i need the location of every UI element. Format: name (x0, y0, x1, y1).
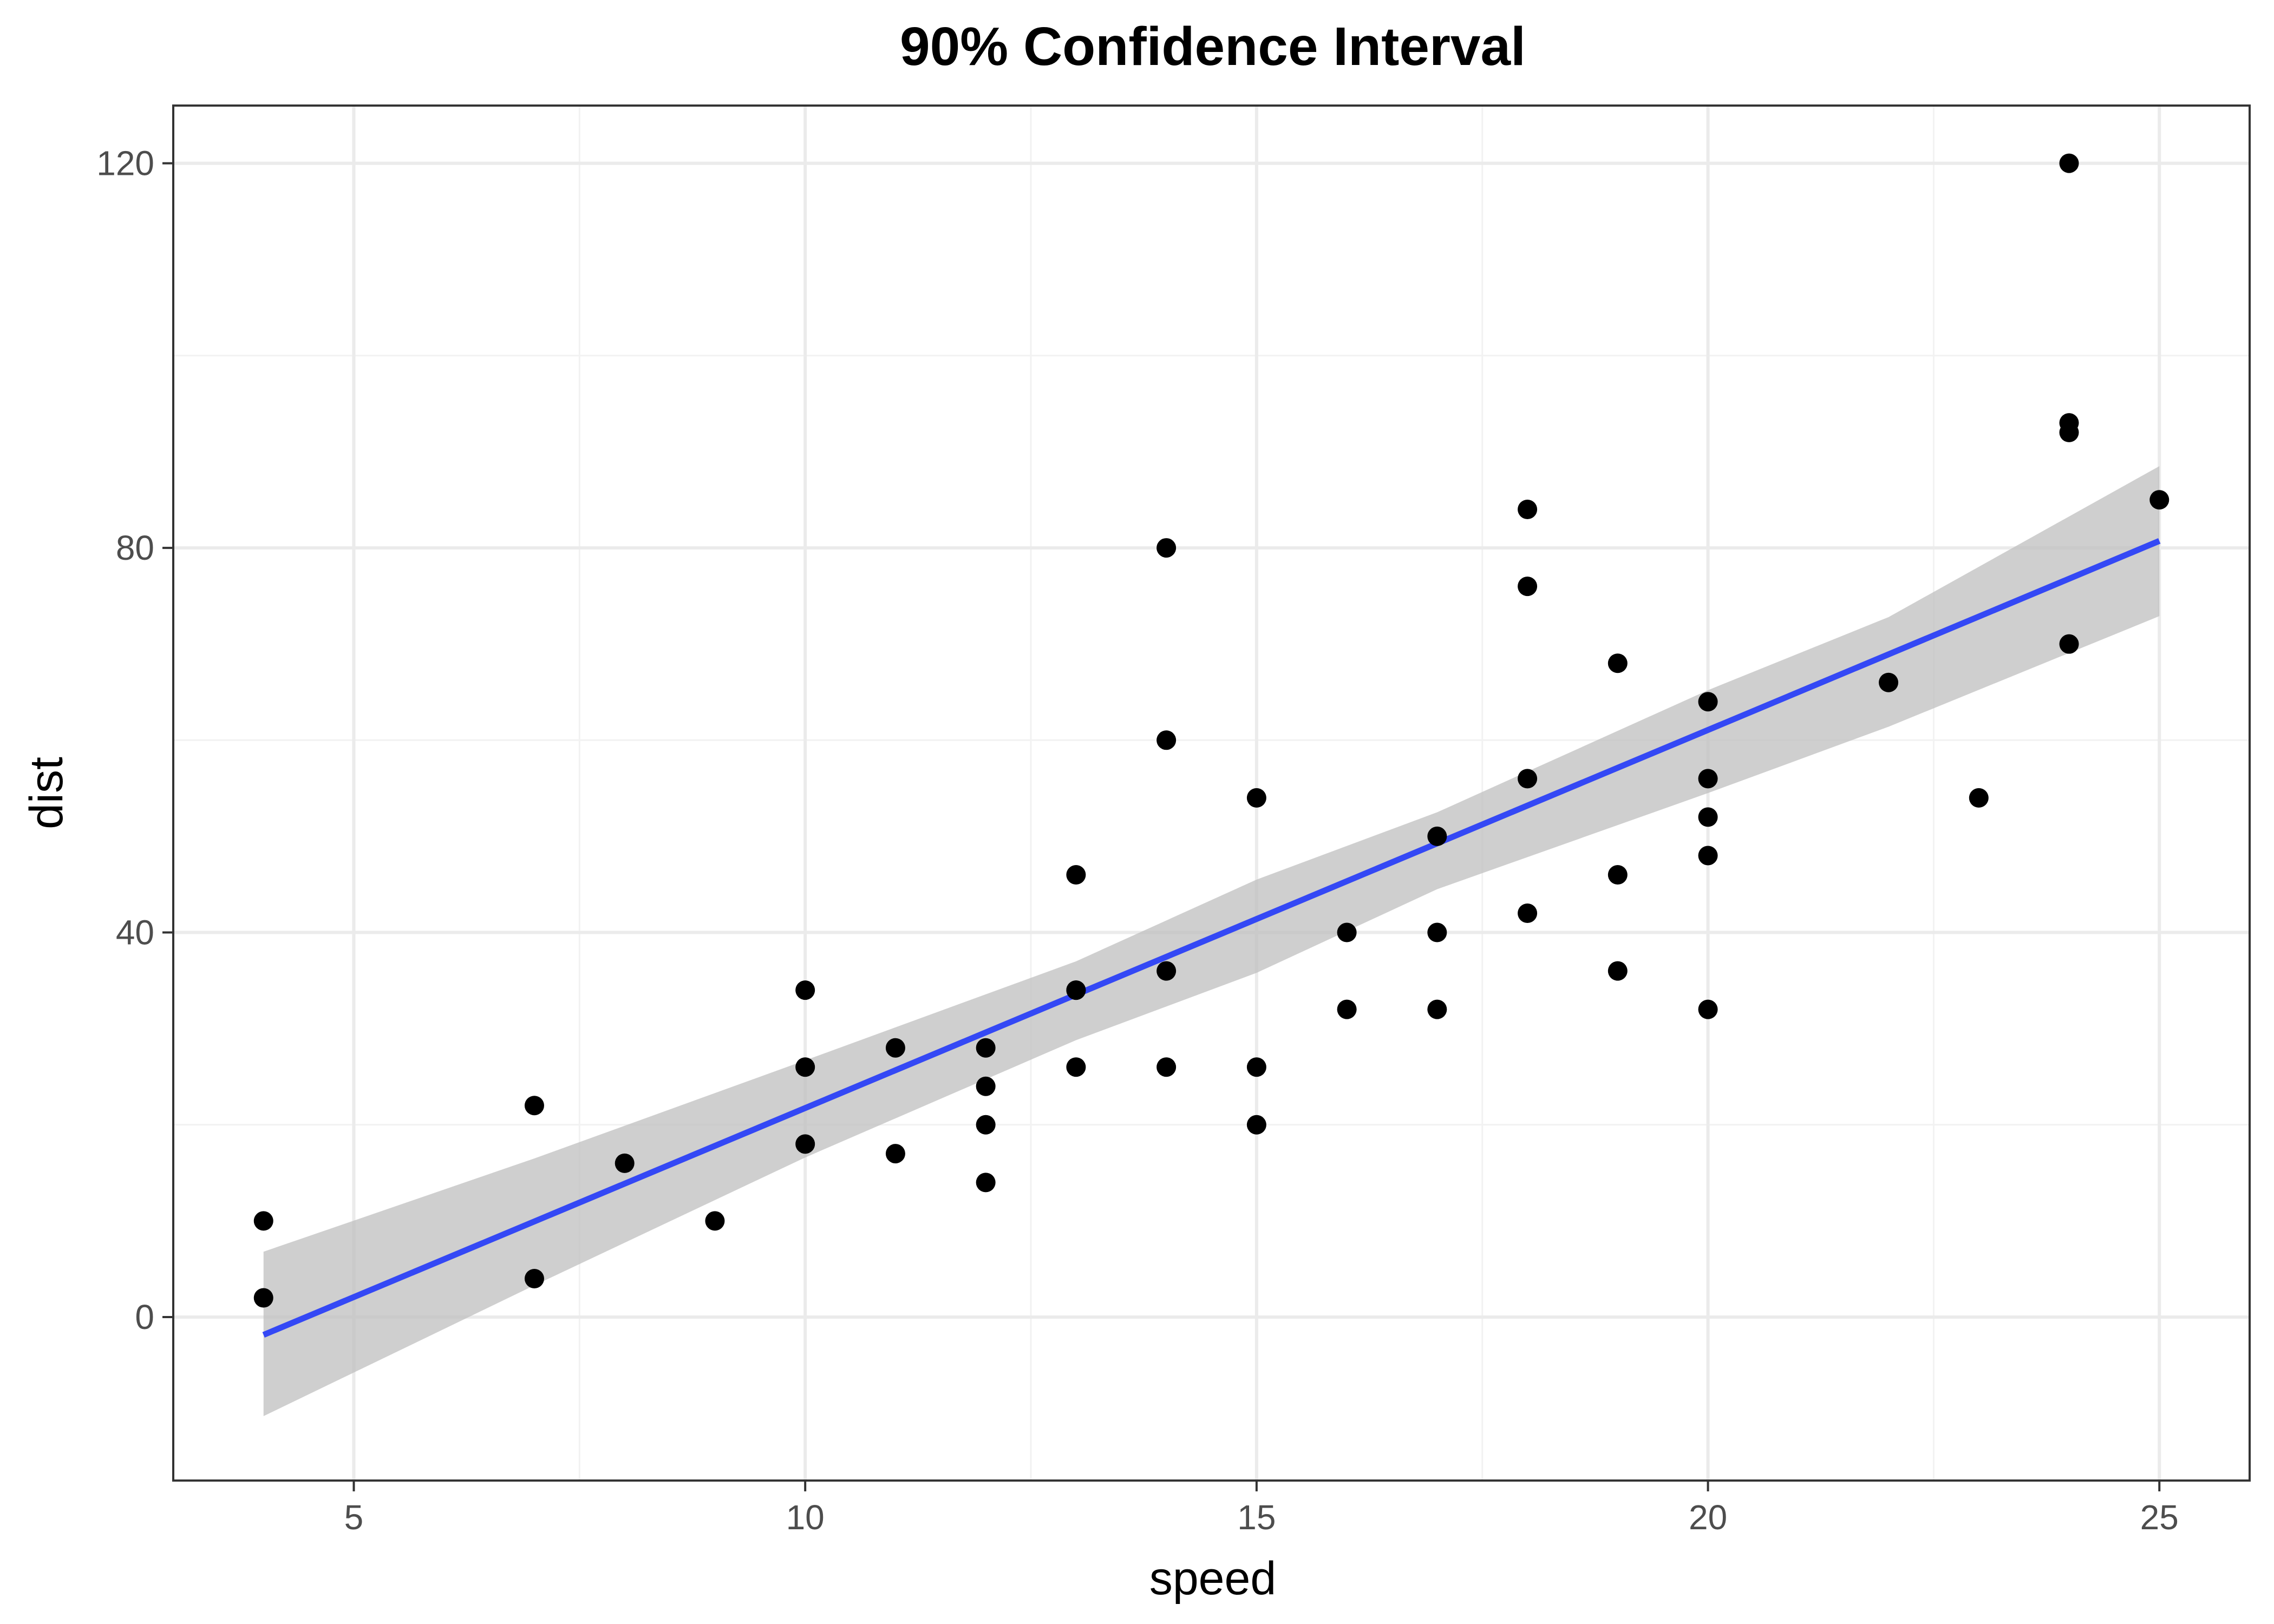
data-point (976, 1173, 996, 1193)
data-point (2059, 413, 2079, 433)
fit-line-group (262, 538, 2161, 1338)
y-axis-title: dist (21, 757, 73, 829)
data-point (1427, 826, 1447, 846)
data-point (1698, 999, 1718, 1019)
data-point (253, 1211, 273, 1231)
x-tick-label: 15 (1237, 1498, 1276, 1537)
data-point (795, 1134, 815, 1154)
data-point (1066, 1057, 1086, 1077)
x-tick-label: 25 (2140, 1498, 2179, 1537)
data-point (1246, 788, 1266, 808)
data-point (1518, 577, 1538, 597)
data-point (524, 1268, 544, 1288)
y-tick-label: 80 (116, 528, 154, 567)
fit-line (262, 538, 2161, 1338)
data-point (1698, 769, 1718, 789)
data-point (795, 980, 815, 1000)
points-group (253, 153, 2170, 1308)
panel-border (172, 104, 2251, 1482)
data-point (1066, 865, 1086, 885)
data-point (253, 1288, 273, 1308)
data-point (2059, 634, 2079, 654)
data-point (1156, 538, 1177, 558)
axis-ticks: 5 10 15 20 25 0 40 80 120 (96, 144, 2179, 1537)
data-point (885, 1038, 905, 1058)
data-point (1337, 999, 1357, 1019)
data-point (1698, 692, 1718, 712)
data-point (1879, 672, 1899, 692)
data-point (1427, 999, 1447, 1019)
data-point (1698, 807, 1718, 827)
data-point (976, 1076, 996, 1096)
data-point (976, 1115, 996, 1135)
data-point (1337, 922, 1357, 942)
data-point (1608, 653, 1628, 673)
chart-title: 90% Confidence Interval (900, 16, 1526, 77)
data-point (1156, 1057, 1177, 1077)
data-point (1969, 788, 1989, 808)
data-point (795, 1057, 815, 1077)
data-point (1246, 1057, 1266, 1077)
data-point (1156, 730, 1177, 750)
data-point (1698, 846, 1718, 866)
x-tick-label: 10 (786, 1498, 825, 1537)
data-point (524, 1096, 544, 1116)
data-point (2059, 153, 2079, 173)
data-point (615, 1153, 635, 1173)
x-tick-label: 20 (1689, 1498, 1727, 1537)
y-tick-label: 40 (116, 913, 154, 952)
data-point (2149, 490, 2170, 510)
data-point (1066, 980, 1086, 1000)
data-point (1427, 922, 1447, 942)
x-axis-title: speed (1149, 1553, 1276, 1605)
data-point (1156, 961, 1177, 981)
data-point (1518, 769, 1538, 789)
data-point (705, 1211, 725, 1231)
data-point (885, 1144, 905, 1164)
data-point (1608, 865, 1628, 885)
data-point (1246, 1115, 1266, 1135)
data-point (1608, 961, 1628, 981)
y-tick-label: 120 (96, 144, 154, 183)
x-tick-label: 5 (344, 1498, 364, 1537)
data-point (1518, 903, 1538, 924)
data-point (1518, 500, 1538, 520)
y-tick-label: 0 (135, 1298, 154, 1337)
data-point (976, 1038, 996, 1058)
